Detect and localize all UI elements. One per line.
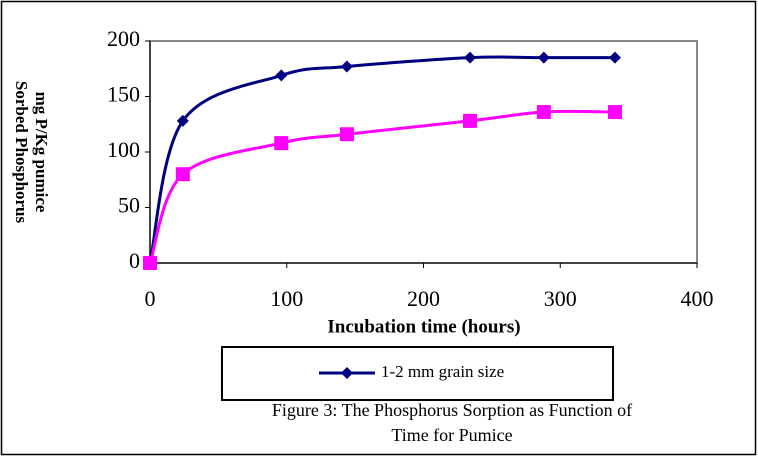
y-tick-label: 50 [118,193,140,218]
y-axis-label: mg P/Kg pumice [32,92,51,213]
marker [275,69,288,82]
y-tick-label: 100 [107,137,140,162]
marker [176,114,189,127]
y-tick-label: 200 [107,26,140,51]
x-tick-label: 0 [145,286,156,311]
x-tick-label: 400 [681,286,714,311]
marker [143,256,157,270]
y-tick-label: 0 [129,248,140,273]
marker [463,51,476,64]
marker [340,60,353,73]
marker [608,51,621,64]
caption: Figure 3: The Phosphorus Sorption as Fun… [272,400,632,420]
marker [274,136,289,151]
y-axis-label: Sorbed Phosphorus [12,81,31,224]
legend-label: 1-2 mm grain size [381,362,504,381]
marker [462,113,477,128]
legend-box [221,346,614,401]
x-tick-label: 100 [270,286,303,311]
x-axis-label: Incubation time (hours) [327,316,520,337]
x-tick-label: 200 [407,286,440,311]
marker [341,367,353,379]
marker [537,51,550,64]
x-tick-label: 300 [544,286,577,311]
marker [607,105,622,120]
marker [536,105,551,120]
marker [339,127,354,142]
y-tick-label: 150 [107,82,140,107]
caption: Time for Pumice [391,425,512,445]
marker [175,167,190,182]
